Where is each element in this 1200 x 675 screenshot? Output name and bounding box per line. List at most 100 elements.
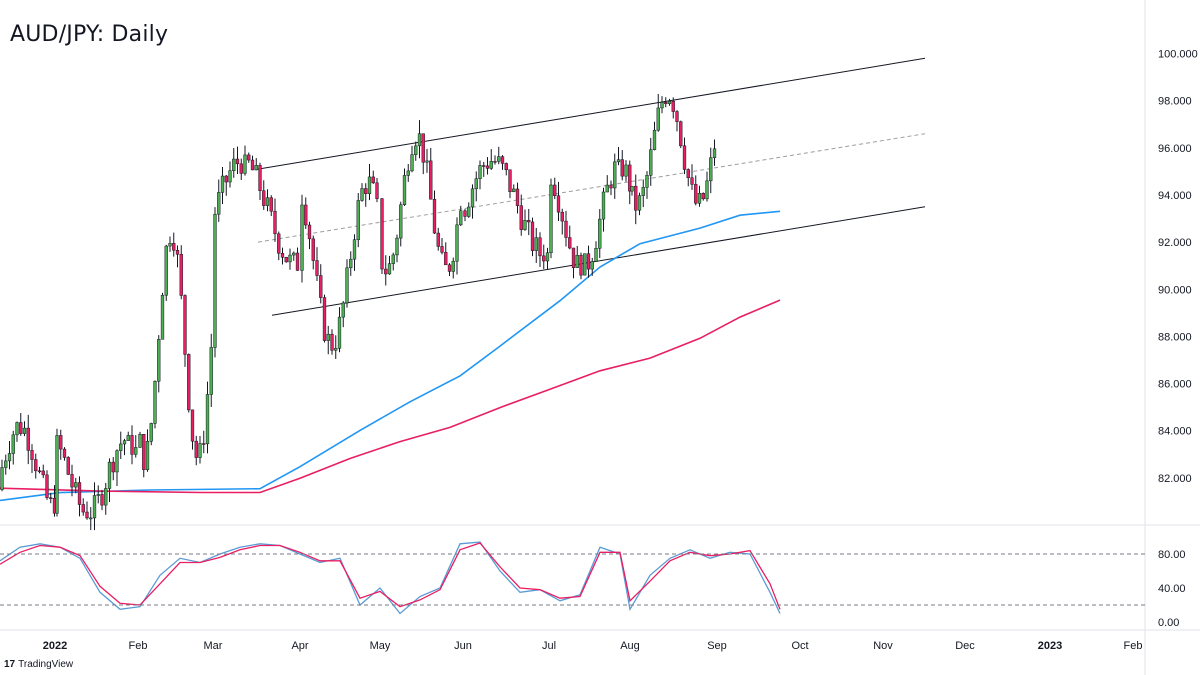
candle-body xyxy=(701,193,705,200)
candle-body xyxy=(205,394,210,445)
price-tick-label: 96.000 xyxy=(1158,143,1192,155)
candle-body xyxy=(4,460,8,468)
candle-body xyxy=(55,435,59,514)
candle-body xyxy=(15,422,19,436)
candle-body xyxy=(451,260,455,272)
time-tick-label: Jun xyxy=(454,640,472,652)
candle-body xyxy=(235,158,240,165)
candle-body xyxy=(265,197,270,206)
candle-body xyxy=(0,467,4,490)
oscillator-tick-label: 40.00 xyxy=(1158,583,1186,595)
candle-body xyxy=(575,254,579,268)
candle-body xyxy=(280,253,285,258)
candle-body xyxy=(467,206,471,217)
candle-body xyxy=(319,275,323,298)
candle-body xyxy=(153,380,157,424)
candle-body xyxy=(115,450,119,473)
candle-body xyxy=(19,422,23,434)
candle-body xyxy=(37,470,42,473)
candle-body xyxy=(493,161,497,163)
candle-body xyxy=(288,254,292,263)
time-tick-label: Feb xyxy=(129,640,148,652)
candle-body xyxy=(330,333,334,351)
channel-line-lower xyxy=(271,206,926,316)
candle-body xyxy=(534,237,538,251)
candle-body xyxy=(652,129,657,150)
candle-body xyxy=(549,184,553,254)
candle-body xyxy=(34,459,38,472)
candle-body xyxy=(641,187,645,196)
oscillator-tick-label: 0.00 xyxy=(1158,617,1179,629)
candle-body xyxy=(709,157,713,182)
candle-body xyxy=(620,159,624,177)
candle-body xyxy=(198,443,202,458)
time-tick-label: Feb xyxy=(1124,640,1143,652)
candle-body xyxy=(142,433,146,470)
trend-channel xyxy=(257,57,926,316)
candle-body xyxy=(322,297,327,341)
time-tick-label: Nov xyxy=(873,640,893,652)
candle-body xyxy=(326,333,330,341)
candle-body xyxy=(364,188,368,194)
candle-body xyxy=(579,254,583,276)
candle-body xyxy=(571,247,576,268)
candle-body xyxy=(175,249,180,255)
candle-body xyxy=(228,170,232,183)
candle-body xyxy=(337,316,342,349)
candle-body xyxy=(202,443,206,445)
candle-body xyxy=(616,159,621,163)
candle-body xyxy=(243,154,247,174)
axes: 100.000 98.000 96.000 94.000 92.000 90.000 88.… xyxy=(0,49,1198,652)
candle-body xyxy=(634,185,638,211)
candle-body xyxy=(179,254,183,296)
time-tick-label: Mar xyxy=(204,640,223,652)
price-tick-label: 92.000 xyxy=(1158,237,1192,249)
candle-body xyxy=(568,237,572,249)
candle-body xyxy=(292,252,296,256)
candle-body xyxy=(530,221,535,251)
candle-body xyxy=(628,164,632,192)
candle-body xyxy=(697,193,702,204)
candle-body xyxy=(459,210,463,226)
candle-body xyxy=(421,133,425,163)
candle-body xyxy=(538,237,542,257)
price-tick-label: 94.000 xyxy=(1158,190,1192,202)
candle-body xyxy=(605,184,609,193)
candle-body xyxy=(7,453,12,462)
time-tick-label: Dec xyxy=(955,640,975,652)
candle-body xyxy=(402,175,407,205)
candle-body xyxy=(637,195,642,211)
moving-average-line xyxy=(0,299,781,494)
candle-body xyxy=(334,348,338,351)
candle-body xyxy=(440,246,444,253)
candle-body xyxy=(553,184,557,196)
candle-body xyxy=(100,494,104,506)
candle-body xyxy=(556,195,561,213)
candle-body xyxy=(560,211,564,222)
candle-body xyxy=(145,441,150,470)
chart-title: AUD/JPY: Daily xyxy=(10,22,169,47)
candle-body xyxy=(649,149,653,176)
candle-body xyxy=(367,176,372,194)
candle-body xyxy=(414,145,418,155)
stochastic-k-line xyxy=(0,541,781,615)
candle-body xyxy=(66,457,70,475)
candle-body xyxy=(138,433,142,448)
candle-body xyxy=(482,165,486,167)
tradingview-brand[interactable]: 17 TradingView xyxy=(4,659,73,670)
candle-body xyxy=(429,160,433,200)
candle-body xyxy=(444,252,448,266)
candle-body xyxy=(49,497,53,499)
candle-body xyxy=(247,154,251,161)
stochastic-d-line xyxy=(0,542,781,610)
candle-body xyxy=(371,176,375,184)
price-tick-label: 98.000 xyxy=(1158,96,1192,108)
candle-body xyxy=(583,253,587,276)
candle-body xyxy=(682,145,687,170)
candle-body xyxy=(523,220,527,230)
candle-body xyxy=(119,443,123,451)
candle-body xyxy=(624,164,628,177)
candle-body xyxy=(81,504,85,513)
candle-body xyxy=(432,198,437,234)
